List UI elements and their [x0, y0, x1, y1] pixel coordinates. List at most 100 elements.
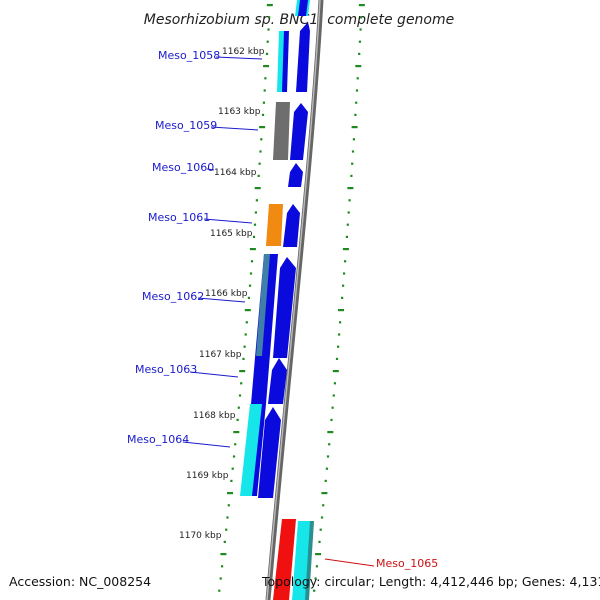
- outer-ruler-tick: [314, 577, 317, 580]
- accession-text: Accession: NC_008254: [9, 574, 151, 589]
- inner-ruler-tick: [244, 309, 251, 312]
- outer-tick-ruler: [313, 4, 365, 592]
- gene-block-teal-edge: [305, 521, 314, 600]
- gene-block-cyan-1064: [240, 404, 265, 496]
- outer-ruler-tick: [360, 16, 363, 19]
- genome-backbone-inner: [266, 0, 321, 600]
- outer-ruler-tick: [327, 431, 334, 434]
- outer-ruler-tick: [315, 565, 318, 568]
- tick-label-1167: 1167 kbp: [199, 350, 242, 360]
- leader-line-1064: [182, 441, 231, 448]
- outer-ruler-tick: [322, 504, 325, 507]
- gene-label-meso-1058: Meso_1058: [158, 49, 220, 62]
- tick-label-1163: 1163 kbp: [218, 107, 261, 117]
- gene-labels: Meso_1058 Meso_1059 Meso_1060 Meso_1061 …: [127, 49, 438, 570]
- gene-label-meso-1062: Meso_1062: [142, 290, 204, 303]
- inner-ruler-tick: [263, 65, 270, 68]
- outer-ruler-tick: [331, 406, 334, 409]
- outer-ruler-tick: [347, 187, 354, 190]
- inner-ruler-tick: [248, 284, 252, 287]
- gene-block-blue-top: [282, 31, 289, 92]
- tick-label-1166: 1166 kbp: [205, 289, 248, 299]
- gene-label-meso-1060: Meso_1060: [152, 161, 214, 174]
- gene-arrow-1060: [288, 163, 303, 187]
- map-title: Mesorhizobium sp. BNC1, complete genome: [144, 12, 455, 28]
- leader-line-1061: [203, 218, 253, 224]
- feature-track-inner: [240, 31, 296, 600]
- inner-ruler-tick: [267, 28, 270, 31]
- outer-ruler-tick: [332, 394, 335, 397]
- inner-ruler-tick: [258, 162, 261, 165]
- genome-backbone-outer: [265, 0, 324, 600]
- leader-line-1065: [324, 558, 375, 567]
- tick-label-1164: 1164 kbp: [214, 168, 257, 178]
- tick-label-1162: 1162 kbp: [222, 47, 265, 57]
- inner-ruler-tick: [232, 455, 236, 458]
- outer-ruler-tick: [325, 467, 328, 470]
- inner-ruler-tick: [266, 40, 269, 43]
- inner-ruler-tick: [226, 516, 229, 519]
- inner-ruler-tick: [249, 272, 253, 275]
- inner-ruler-tick: [266, 4, 273, 7]
- inner-ruler-tick: [250, 260, 254, 263]
- gene-arrow-blue-top: [298, 0, 308, 16]
- outer-ruler-tick: [354, 113, 357, 116]
- outer-ruler-tick: [330, 418, 333, 421]
- gene-arrow-1061: [283, 204, 300, 247]
- outer-ruler-tick: [345, 235, 348, 238]
- outer-ruler-tick: [351, 150, 355, 153]
- outer-ruler-tick: [346, 223, 349, 226]
- inner-ruler-tick: [238, 394, 242, 397]
- leader-line-1063: [189, 371, 239, 378]
- tick-label-1168: 1168 kbp: [193, 411, 236, 421]
- gene-block-orange: [266, 204, 283, 246]
- outer-ruler-tick: [342, 284, 345, 287]
- inner-ruler-tick: [237, 406, 240, 409]
- inner-ruler-tick: [233, 431, 240, 434]
- outer-ruler-tick: [319, 528, 322, 531]
- inner-ruler-tick: [249, 248, 256, 251]
- outer-ruler-tick: [338, 333, 341, 336]
- inner-tick-ruler: [218, 4, 273, 592]
- outer-ruler-tick: [348, 199, 351, 202]
- gene-arrow-1062: [273, 257, 296, 358]
- inner-ruler-tick: [243, 345, 246, 348]
- inner-ruler-tick: [259, 126, 266, 129]
- outer-ruler-tick: [326, 455, 330, 458]
- inner-ruler-tick: [265, 52, 269, 55]
- outer-ruler-tick: [355, 65, 362, 68]
- inner-ruler-tick: [264, 77, 267, 80]
- outer-ruler-tick: [358, 40, 361, 43]
- outer-ruler-tick: [338, 309, 344, 312]
- gene-label-meso-1064: Meso_1064: [127, 433, 189, 446]
- gene-block-red: [273, 519, 296, 600]
- inner-ruler-tick: [221, 565, 224, 568]
- leader-line-1059: [210, 126, 259, 131]
- outer-ruler-tick: [328, 443, 331, 446]
- outer-ruler-tick: [350, 174, 353, 177]
- inner-ruler-tick: [234, 443, 237, 446]
- inner-ruler-tick: [268, 16, 271, 19]
- inner-ruler-tick: [240, 382, 243, 385]
- outer-ruler-tick: [335, 357, 339, 360]
- inner-ruler-tick: [260, 138, 263, 141]
- outer-ruler-tick: [341, 296, 344, 299]
- leader-line-1060: [206, 168, 215, 171]
- gene-block-steel-stripe: [256, 254, 270, 356]
- gene-block-blue-long: [251, 254, 278, 404]
- gene-arrow-1059: [290, 103, 308, 160]
- outer-ruler-tick: [352, 138, 355, 141]
- inner-ruler-tick: [257, 174, 260, 177]
- inner-ruler-tick: [220, 553, 227, 556]
- tick-label-1165: 1165 kbp: [210, 229, 253, 239]
- gene-label-meso-1059: Meso_1059: [155, 119, 217, 132]
- outer-ruler-tick: [313, 589, 316, 592]
- inner-ruler-tick: [219, 577, 222, 580]
- inner-ruler-tick: [242, 357, 245, 360]
- inner-ruler-tick: [245, 321, 248, 324]
- inner-ruler-tick: [253, 223, 257, 226]
- outer-ruler-tick: [343, 272, 346, 275]
- inner-ruler-tick: [261, 113, 265, 116]
- outer-ruler-tick: [321, 492, 328, 495]
